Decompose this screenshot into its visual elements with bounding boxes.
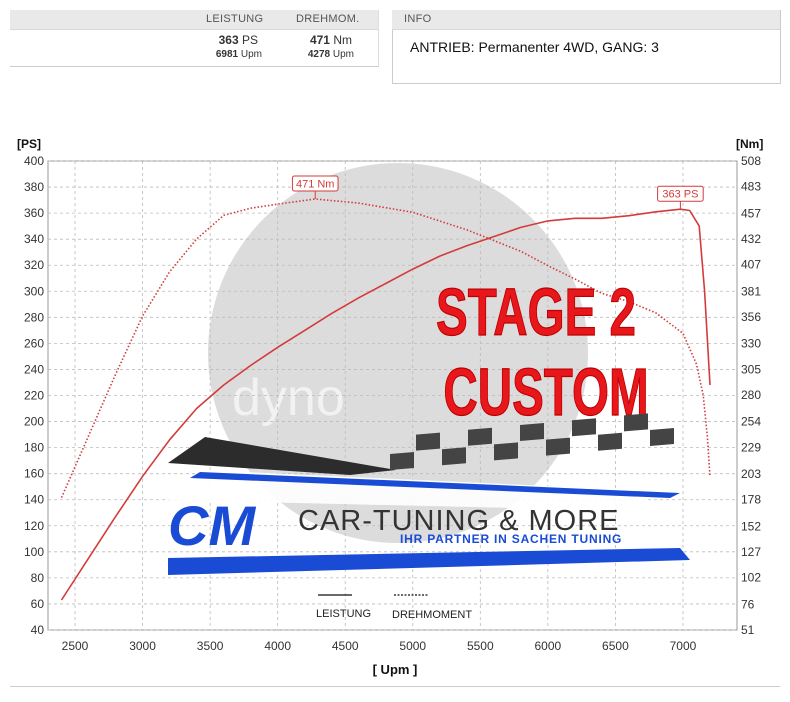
x-tick-label: 3000 [129, 639, 156, 653]
checker-square [598, 432, 622, 451]
y-right-tick-label: 203 [741, 467, 761, 481]
y-left-tick-label: 200 [24, 415, 44, 429]
checker-square [442, 447, 466, 466]
y-left-tick-label: 240 [24, 362, 44, 376]
annotation-box [657, 185, 704, 202]
x-tick-label: 6000 [535, 639, 562, 653]
y-left-tick-label: 40 [31, 623, 45, 637]
y-left-tick-label: 260 [24, 336, 44, 350]
y-left-title: [PS] [17, 137, 41, 151]
y-left-tick-label: 80 [31, 571, 45, 585]
checker-square [494, 442, 518, 461]
annotation-label: 363 PS [662, 189, 698, 201]
x-tick-label: 2500 [62, 639, 89, 653]
y-left-tick-label: 300 [24, 284, 44, 298]
x-tick-label: 5500 [467, 639, 494, 653]
checker-square [624, 413, 648, 432]
power-rpm: 6981 Upm [215, 49, 262, 60]
performance-panel [10, 10, 379, 67]
y-left-tick-label: 320 [24, 258, 44, 272]
y-left-tick-label: 60 [31, 597, 45, 611]
torque-rpm: 4278 Upm [307, 49, 354, 60]
info-header: INFO [404, 13, 432, 25]
x-tick-label: 4000 [264, 639, 291, 653]
logo-stripe-dark [168, 437, 396, 475]
y-right-tick-label: 51 [741, 623, 755, 637]
y-left-tick-label: 160 [24, 467, 44, 481]
y-right-tick-label: 280 [741, 388, 761, 402]
brand-logo: CM CAR-TUNING & MORE IHR PARTNER IN SACH… [168, 413, 690, 575]
legend-label-power: LEISTUNG [316, 608, 371, 620]
checker-square [520, 423, 544, 441]
stage-line2: CUSTOM [443, 356, 648, 430]
logo-blue-bottom [168, 548, 690, 575]
checker-flag [390, 413, 674, 470]
torque-curve [60, 198, 711, 498]
brand-subtitle: IHR PARTNER IN SACHEN TUNING [400, 532, 622, 546]
checker-square [650, 428, 674, 446]
brand-title: CAR-TUNING & MORE [298, 505, 620, 537]
legend-label-torque: DREHMOMENT [392, 609, 472, 621]
power-value: 363 PS [218, 33, 258, 47]
y-right-tick-label: 229 [741, 440, 761, 454]
y-right-tick-label: 508 [741, 154, 761, 168]
y-right-tick-label: 76 [741, 597, 755, 611]
y-right-tick-label: 127 [741, 545, 761, 559]
torque-header: DREHMOM. [296, 13, 360, 25]
annotation-box [291, 175, 339, 192]
y-left-tick-label: 140 [24, 493, 44, 507]
checker-square [546, 437, 570, 456]
y-left-tick-label: 280 [24, 310, 44, 324]
y-right-title: [Nm] [736, 137, 763, 151]
watermark-text: dyno [232, 369, 345, 427]
x-tick-label: 4500 [332, 639, 359, 653]
y-right-tick-label: 432 [741, 232, 761, 246]
checker-square [468, 427, 492, 446]
y-left-tick-label: 400 [24, 154, 44, 168]
power-curve [60, 208, 711, 601]
y-right-tick-label: 356 [741, 310, 761, 324]
y-right-tick-label: 407 [741, 258, 761, 272]
y-left-tick-label: 360 [24, 206, 44, 220]
x-tick-label: 6500 [602, 639, 629, 653]
x-tick-label: 3500 [197, 639, 224, 653]
legend: LEISTUNG DREHMOMENT [316, 594, 472, 621]
y-right-tick-label: 330 [741, 337, 761, 351]
torque-value: 471 Nm [309, 33, 352, 47]
x-axis-title: [ Upm ] [373, 662, 418, 677]
checker-square [416, 432, 440, 451]
y-left-tick-label: 120 [24, 519, 44, 533]
y-right-tick-label: 457 [741, 206, 761, 220]
y-right-tick-label: 305 [741, 362, 761, 376]
info-text: ANTRIEB: Permanenter 4WD, GANG: 3 [410, 39, 659, 55]
x-tick-label: 5000 [399, 639, 426, 653]
y-left-tick-label: 220 [24, 389, 44, 403]
info-header-bar [392, 10, 780, 30]
y-right-tick-label: 178 [741, 493, 761, 507]
performance-header-bar [10, 10, 378, 30]
y-right-tick-label: 152 [741, 519, 761, 533]
power-header: LEISTUNG [206, 13, 264, 25]
y-left-tick-label: 340 [24, 232, 44, 246]
y-left-tick-label: 100 [24, 545, 44, 559]
stage-line1: STAGE 2 [436, 276, 636, 350]
checker-square [390, 452, 414, 470]
checker-square [572, 418, 596, 437]
logo-blue-top [190, 472, 680, 498]
annotation-label: 471 Nm [296, 178, 335, 190]
y-right-tick-label: 102 [741, 571, 761, 585]
chart-frame [10, 130, 780, 687]
y-left-tick-label: 380 [24, 180, 44, 194]
y-right-tick-label: 381 [741, 284, 761, 298]
brand-cm: CM [168, 494, 256, 557]
info-panel [392, 10, 781, 84]
y-left-tick-label: 180 [24, 441, 44, 455]
y-right-tick-label: 483 [741, 180, 761, 194]
x-tick-label: 7000 [670, 639, 697, 653]
y-right-tick-label: 254 [741, 415, 761, 429]
